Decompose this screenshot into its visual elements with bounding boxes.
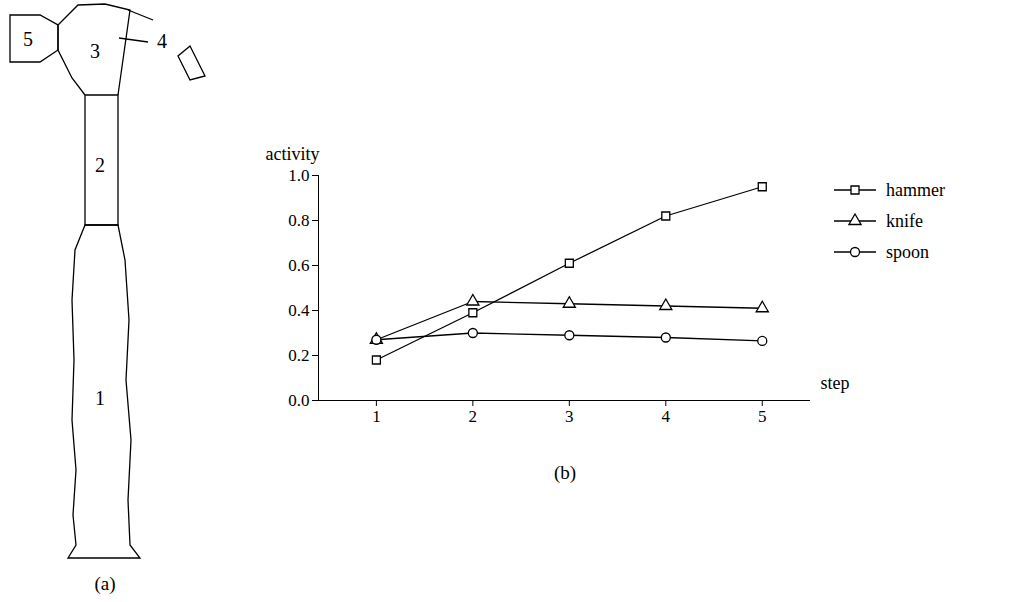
svg-text:0.6: 0.6 [288, 256, 309, 275]
svg-text:0.8: 0.8 [288, 211, 309, 230]
svg-text:1.0: 1.0 [288, 166, 309, 185]
svg-text:1: 1 [372, 407, 381, 426]
svg-text:4: 4 [662, 407, 671, 426]
svg-text:0.4: 0.4 [288, 301, 310, 320]
svg-text:3: 3 [565, 407, 574, 426]
svg-text:2: 2 [95, 154, 105, 176]
html-text:(b): (b) [553, 462, 577, 483]
svg-text:1: 1 [95, 387, 105, 409]
svg-text:4: 4 [157, 30, 167, 52]
svg-text:step: step [821, 373, 850, 393]
svg-text:(a): (a) [94, 573, 115, 595]
svg-text:0.2: 0.2 [288, 346, 309, 365]
svg-text:hammer: hammer [886, 180, 945, 200]
svg-text:5: 5 [758, 407, 767, 426]
svg-text:0.0: 0.0 [288, 391, 309, 410]
svg-text:2: 2 [469, 407, 478, 426]
svg-text:activity: activity [266, 144, 320, 164]
svg-text:knife: knife [886, 211, 923, 231]
svg-text:3: 3 [90, 40, 100, 62]
svg-text:spoon: spoon [886, 242, 929, 262]
svg-text:5: 5 [23, 28, 33, 50]
